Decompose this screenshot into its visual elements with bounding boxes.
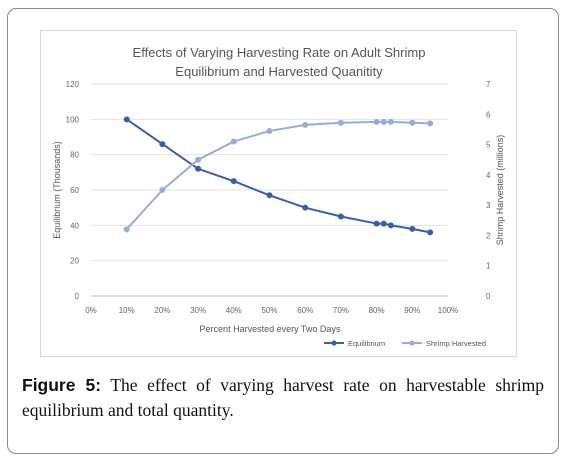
x-tick-label: 30% (190, 306, 206, 315)
y-right-tick-label: 4 (486, 171, 491, 180)
data-point-shrimp-harvested (373, 118, 380, 125)
y-right-tick-label: 5 (486, 141, 491, 150)
legend-label-equilibrium: Equilibrium (348, 339, 385, 348)
gridlines (91, 83, 448, 297)
x-tick-label: 100% (438, 306, 458, 315)
series-line-equilibrium (126, 118, 431, 234)
x-tick-label: 60% (297, 306, 313, 315)
x-tick-label: 70% (333, 306, 349, 315)
x-axis-label: Percent Harvested every Two Days (200, 324, 341, 334)
y-left-tick-label: 0 (75, 292, 80, 301)
y-left-tick-label: 100 (66, 115, 80, 124)
x-tick-label: 50% (261, 306, 277, 315)
data-point-equilibrium (387, 222, 394, 229)
data-point-equilibrium (266, 192, 273, 199)
y-right-tick-label: 0 (486, 292, 491, 301)
data-point-shrimp-harvested (337, 119, 344, 126)
series-group (123, 116, 434, 236)
data-point-shrimp-harvested (380, 118, 387, 125)
y-right-axis-label: Shrimp Harvested (millions) (495, 135, 505, 246)
x-tick-label: 10% (119, 306, 135, 315)
data-point-shrimp-harvested (266, 127, 273, 134)
data-point-shrimp-harvested (409, 119, 416, 126)
figure-caption-text: The effect of varying harvest rate on ha… (22, 375, 544, 420)
y-right-tick-label: 1 (486, 262, 491, 271)
data-point-shrimp-harvested (123, 226, 130, 233)
data-point-shrimp-harvested (387, 118, 394, 125)
y-right-tick-label: 7 (486, 80, 491, 89)
x-tick-labels: 0% 10% 20% 30% 40% 50% 60% 70% 80% 90% 100% (85, 306, 458, 315)
data-point-equilibrium (195, 165, 202, 172)
legend-label-shrimp-harvested: Shrimp Harvested (426, 339, 486, 348)
x-tick-label: 80% (369, 306, 385, 315)
y-left-tick-labels: 0 20 40 60 80 100 120 (66, 80, 80, 301)
data-point-equilibrium (302, 204, 309, 211)
data-point-equilibrium (337, 213, 344, 220)
y-right-tick-label: 2 (486, 231, 491, 240)
legend-marker-equilibrium (331, 340, 337, 346)
data-point-shrimp-harvested (195, 156, 202, 163)
data-point-equilibrium (373, 220, 380, 227)
data-point-equilibrium (159, 141, 166, 148)
y-right-tick-label: 6 (486, 110, 491, 119)
y-left-tick-label: 20 (70, 257, 79, 266)
y-left-tick-label: 80 (70, 151, 79, 160)
data-point-shrimp-harvested (230, 138, 237, 145)
y-right-tick-labels: 0 1 2 3 4 5 6 7 (486, 80, 491, 301)
figure-caption: Figure 5: The effect of varying harvest … (22, 373, 544, 423)
data-point-shrimp-harvested (427, 120, 434, 127)
data-point-shrimp-harvested (302, 121, 309, 128)
data-point-shrimp-harvested (159, 187, 166, 193)
data-point-equilibrium (230, 178, 237, 185)
legend: Equilibrium Shrimp Harvested (324, 339, 486, 348)
data-point-equilibrium (380, 220, 387, 227)
x-tick-label: 20% (154, 306, 170, 315)
chart-title-line-2: Equilibrium and Harvested Quanitity (175, 64, 383, 79)
series-line-shrimp-harvested (125, 120, 431, 231)
x-tick-label: 90% (404, 306, 420, 315)
x-tick-label: 40% (226, 306, 242, 315)
data-point-equilibrium (427, 229, 434, 236)
data-point-equilibrium (123, 116, 130, 123)
data-point-equilibrium (409, 225, 416, 232)
y-left-tick-label: 60 (70, 186, 79, 195)
figure-label: Figure 5: (22, 375, 102, 395)
y-left-tick-label: 40 (70, 221, 79, 230)
y-left-axis-label: Equilibrium (Thousands) (52, 141, 62, 239)
x-tick-label: 0% (85, 306, 97, 315)
y-left-tick-label: 120 (66, 80, 80, 89)
y-right-tick-label: 3 (486, 201, 491, 210)
legend-marker-shrimp-harvested (409, 340, 415, 346)
chart-title-line-1: Effects of Varying Harvesting Rate on Ad… (133, 45, 426, 60)
